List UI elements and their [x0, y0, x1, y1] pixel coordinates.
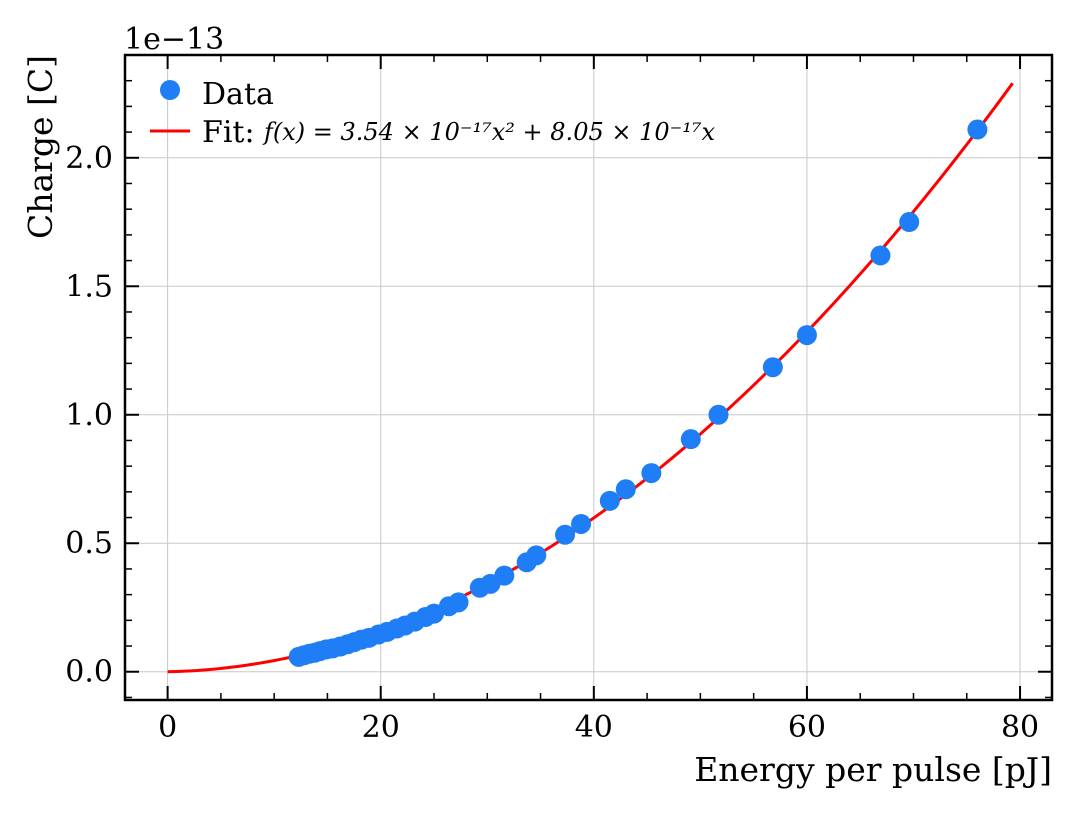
data-point: [448, 592, 469, 613]
data-point: [641, 463, 662, 484]
legend-fit-label: Fit:: [202, 115, 255, 150]
legend-data-label: Data: [202, 77, 274, 112]
y-axis-label: Charge [C]: [21, 55, 60, 239]
data-point: [870, 245, 891, 266]
data-point: [571, 513, 592, 534]
ticks-layer: 0 20 40 60 80 0.0 0.5 1.0 1.5 2.0: [65, 55, 1052, 745]
plot-frame: [123, 53, 1054, 702]
x-tick-label: 80: [1001, 710, 1039, 745]
data-points: [288, 119, 988, 667]
y-tick-label: 1.5: [65, 269, 113, 304]
x-axis-label: Energy per pulse [pJ]: [694, 750, 1052, 789]
legend: Data Fit: f(x) = 3.54 × 10⁻¹⁷x² + 8.05 ×…: [150, 77, 716, 150]
x-tick-label: 0: [158, 710, 177, 745]
y-tick-label: 2.0: [65, 141, 113, 176]
data-point: [424, 603, 444, 624]
y-tick-label: 0.5: [65, 526, 113, 561]
data-point: [967, 119, 988, 140]
grid-layer: [125, 55, 1052, 700]
data-point: [599, 490, 620, 511]
data-point: [762, 357, 783, 378]
data-point: [615, 479, 636, 500]
x-tick-label: 20: [362, 710, 400, 745]
y-offset-label: 1e−13: [124, 22, 224, 57]
x-tick-label: 60: [788, 710, 826, 745]
data-point: [680, 429, 701, 450]
data-point: [526, 545, 547, 566]
data-point: [555, 524, 576, 545]
y-tick-label: 1.0: [65, 398, 113, 433]
data-point: [899, 212, 920, 233]
data-point: [708, 404, 729, 425]
x-tick-label: 40: [575, 710, 613, 745]
legend-fit-formula: f(x) = 3.54 × 10⁻¹⁷x² + 8.05 × 10⁻¹⁷x: [262, 118, 716, 146]
y-tick-label: 0.0: [65, 655, 113, 690]
data-point: [494, 565, 515, 586]
legend-data-marker: [160, 80, 180, 100]
data-point: [796, 325, 817, 346]
fit-layer: [167, 82, 1014, 674]
fit-curve: [167, 82, 1014, 674]
